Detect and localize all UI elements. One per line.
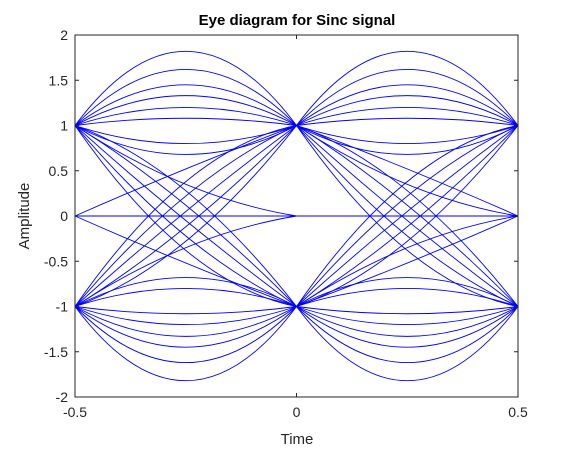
eye-trace-0: [74, 50, 297, 126]
eye-trace-12: [74, 306, 297, 326]
eye-trace-36: [296, 117, 519, 126]
eye-trace-60: [296, 215, 519, 307]
eye-trace-43: [296, 306, 519, 326]
y-tick-label-4: 0: [60, 208, 68, 224]
eye-trace-11: [74, 306, 297, 337]
eye-trace-42: [296, 306, 519, 337]
eye-trace-49: [296, 125, 519, 307]
eye-trace-55: [296, 125, 519, 307]
eye-trace-50: [296, 125, 519, 307]
eye-trace-24: [74, 125, 297, 307]
eye-trace-33: [296, 84, 519, 126]
eye-trace-44: [296, 306, 519, 315]
eye-trace-38: [296, 125, 519, 155]
eye-trace-10: [74, 306, 297, 348]
y-tick-label-8: 2: [60, 27, 68, 43]
eye-trace-15: [74, 277, 297, 307]
y-tick-label-0: -2: [56, 389, 69, 405]
eye-trace-27: [74, 215, 297, 307]
eye-trace-1: [74, 69, 297, 126]
eye-trace-22: [74, 125, 297, 307]
eye-trace-25: [74, 125, 297, 307]
eye-trace-57: [296, 125, 519, 217]
eye-trace-58: [296, 215, 519, 307]
eye-trace-59: [296, 125, 519, 217]
y-tick-label-6: 1: [60, 118, 68, 134]
eye-trace-3: [74, 95, 297, 126]
eye-trace-23: [74, 125, 297, 307]
eye-trace-19: [74, 125, 297, 307]
eye-trace-31: [296, 50, 519, 126]
y-tick-label-1: -1.5: [44, 344, 68, 360]
x-tick-label-2: 0.5: [508, 404, 528, 420]
eye-trace-2: [74, 84, 297, 126]
x-axis-label: Time: [281, 431, 314, 448]
eye-trace-41: [296, 306, 519, 348]
eye-trace-56: [296, 125, 519, 307]
eye-trace-47: [296, 125, 519, 307]
eye-trace-4: [74, 106, 297, 126]
eye-trace-21: [74, 125, 297, 307]
y-tick-label-2: -1: [56, 299, 69, 315]
y-tick-label-3: -0.5: [44, 253, 68, 269]
eye-trace-54: [296, 125, 519, 307]
eye-trace-29: [74, 215, 297, 307]
eye-trace-34: [296, 95, 519, 126]
y-tick-label-5: 0.5: [49, 163, 69, 179]
eye-trace-13: [74, 306, 297, 315]
tick-marks: [74, 34, 519, 398]
eye-trace-39: [296, 306, 519, 382]
eye-trace-26: [74, 125, 297, 217]
eye-trace-16: [74, 125, 297, 307]
chart-title: Eye diagram for Sinc signal: [199, 12, 396, 29]
eye-trace-8: [74, 306, 297, 382]
eye-trace-5: [74, 117, 297, 126]
eye-trace-53: [296, 125, 519, 307]
eye-trace-17: [74, 125, 297, 307]
eye-trace-20: [74, 125, 297, 307]
y-axis-label: Amplitude: [16, 183, 33, 250]
tick-labels: -2 -1.5 -1 -0.5 0 0.5 1 1.5 2 -0.5 0 0.5: [44, 27, 528, 420]
eye-trace-51: [296, 125, 519, 307]
eye-trace-7: [74, 125, 297, 155]
eye-trace-28: [74, 125, 297, 217]
x-tick-label-0: -0.5: [63, 404, 87, 420]
x-tick-label-1: 0: [293, 404, 301, 420]
eye-trace-35: [296, 106, 519, 126]
eye-trace-9: [74, 306, 297, 363]
eye-traces: [74, 50, 519, 382]
eye-trace-32: [296, 69, 519, 126]
eye-trace-46: [296, 277, 519, 307]
eye-trace-18: [74, 125, 297, 307]
eye-trace-52: [296, 125, 519, 307]
eye-trace-40: [296, 306, 519, 363]
y-tick-label-7: 1.5: [49, 72, 69, 88]
eye-trace-48: [296, 125, 519, 307]
